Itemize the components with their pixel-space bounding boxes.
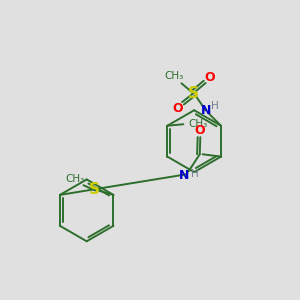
Text: S: S — [88, 182, 100, 197]
Text: N: N — [179, 169, 189, 182]
Text: CH₃: CH₃ — [66, 174, 85, 184]
Text: N: N — [200, 104, 211, 117]
Text: CH₃: CH₃ — [164, 71, 184, 81]
Text: CH₃: CH₃ — [189, 119, 208, 129]
Text: H: H — [211, 101, 218, 111]
Text: S: S — [188, 86, 199, 101]
Text: O: O — [194, 124, 205, 137]
Text: O: O — [172, 101, 183, 115]
Text: O: O — [205, 70, 215, 84]
Text: H: H — [191, 169, 199, 179]
